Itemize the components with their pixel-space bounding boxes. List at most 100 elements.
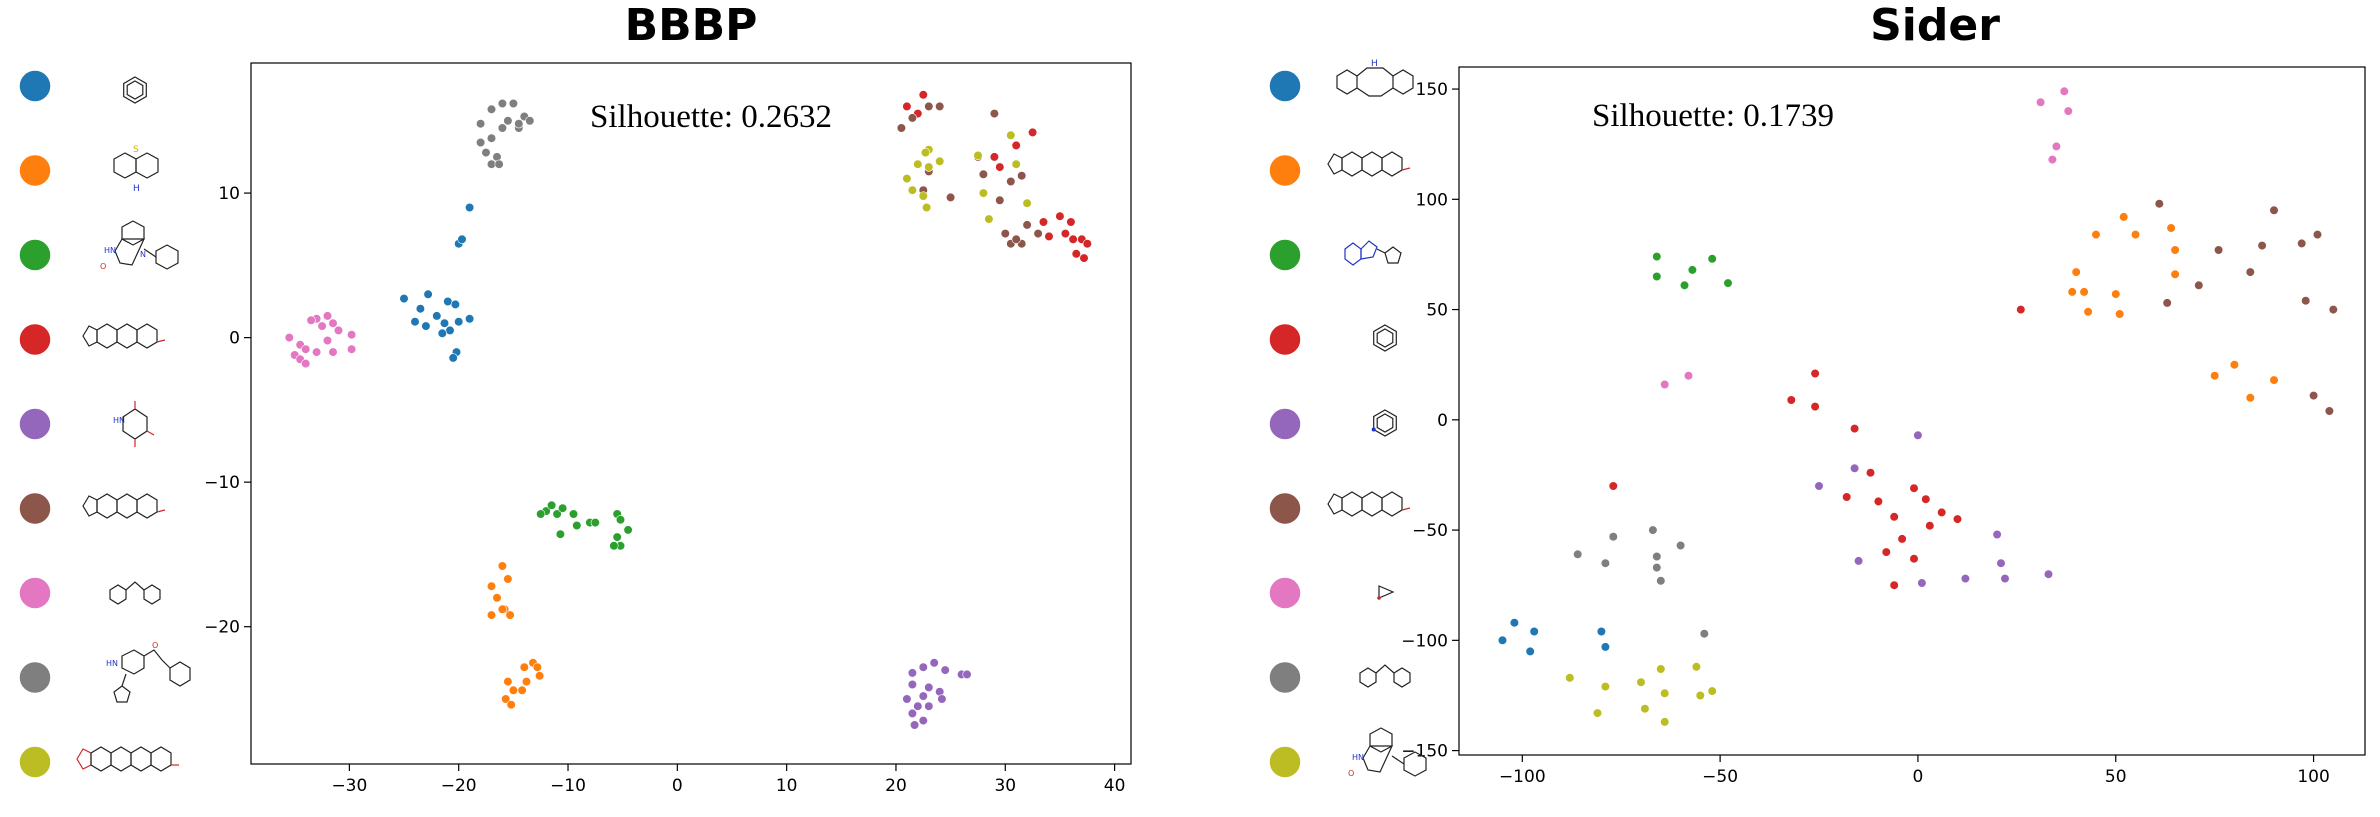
- y-tick-label: 50: [1426, 301, 1448, 321]
- x-tick-label: 100: [2297, 767, 2329, 787]
- scatter-point-bbbp-series-3: [1027, 127, 1038, 137]
- scatter-point-sider-series-4: [2000, 573, 2010, 584]
- scatter-point-bbbp-series-2: [612, 532, 622, 542]
- scatter-point-bbbp-series-5: [989, 108, 1000, 119]
- molecule-benzene-image: [123, 76, 147, 104]
- scatter-point-bbbp-series-8: [973, 150, 983, 161]
- scatter-point-bbbp-series-1: [505, 610, 515, 620]
- x-tick-label: 20: [885, 776, 907, 796]
- scatter-point-bbbp-series-7: [525, 116, 535, 126]
- scatter-point-sider-series-5: [2214, 245, 2224, 255]
- scatter-point-sider-series-3: [1842, 492, 1852, 502]
- scatter-point-bbbp-series-6: [322, 311, 333, 321]
- scatter-point-bbbp-series-4: [962, 669, 972, 680]
- scatter-point-sider-series-8: [1565, 673, 1575, 683]
- legend-marker-sider-6: [1268, 576, 1302, 610]
- scatter-point-bbbp-series-0: [415, 304, 426, 314]
- scatter-point-sider-series-6: [2051, 141, 2061, 151]
- plot-frame-bbbp: [250, 62, 1132, 765]
- scatter-point-bbbp-series-0: [454, 317, 464, 327]
- axis-ticks-bbbp: −30 −20 −10 0 10 20 30 40 −20 −10 0 10: [204, 184, 1125, 796]
- scatter-point-sider-series-0: [1529, 626, 1539, 637]
- svg-text:N: N: [140, 250, 146, 259]
- molecule-diphenylmethane-image-sider: [1359, 664, 1411, 688]
- scatter-point-bbbp-series-8: [902, 174, 912, 184]
- legend-marker-sider-5: [1268, 491, 1302, 526]
- molecule-benzodiazepinone-image-sider: HN O: [1348, 727, 1427, 778]
- scatter-point-bbbp-series-0: [432, 311, 442, 321]
- scatter-point-bbbp-series-5: [935, 101, 945, 111]
- legend-bbbp: [18, 69, 52, 779]
- scatter-point-sider-series-1: [2071, 267, 2081, 277]
- x-tick-label: 10: [776, 776, 798, 796]
- scatter-point-sider-series-1: [2170, 245, 2180, 255]
- scatter-point-sider-series-3: [1849, 424, 1860, 434]
- y-tick-label: −10: [204, 473, 240, 493]
- x-tick-label: −20: [441, 776, 477, 796]
- scatter-point-bbbp-series-2: [590, 517, 600, 528]
- scatter-point-sider-series-3: [1925, 521, 1935, 531]
- scatter-point-sider-series-5: [2162, 298, 2172, 308]
- scatter-point-bbbp-series-6: [306, 315, 316, 325]
- scatter-point-sider-series-5: [2154, 199, 2164, 209]
- scatter-point-sider-series-8: [1592, 708, 1603, 718]
- scatter-point-bbbp-series-3: [989, 152, 1000, 162]
- legend-sider: [1268, 69, 1302, 779]
- scatter-point-sider-series-7: [1656, 576, 1666, 586]
- scatter-point-bbbp-series-2: [555, 529, 566, 539]
- scatter-point-bbbp-series-7: [514, 119, 524, 129]
- chart-title-bbbp: BBBP: [625, 0, 758, 51]
- scatter-point-bbbp-series-0: [410, 317, 420, 327]
- scatter-point-bbbp-series-7: [486, 104, 497, 114]
- scatter-point-bbbp-series-7: [476, 119, 486, 129]
- svg-text:HN: HN: [104, 246, 116, 255]
- scatter-point-bbbp-series-7: [497, 123, 508, 133]
- scatter-point-bbbp-series-1: [497, 561, 508, 571]
- scatter-point-bbbp-series-8: [935, 156, 945, 166]
- scatter-point-sider-series-2: [1652, 271, 1662, 282]
- scatter-point-bbbp-series-5: [995, 195, 1005, 205]
- scatter-point-bbbp-series-0: [448, 353, 458, 363]
- scatter-point-bbbp-series-4: [918, 691, 928, 701]
- scatter-point-bbbp-series-2: [536, 509, 546, 519]
- legend-marker-bbbp-3: [18, 322, 52, 357]
- scatter-point-sider-series-3: [1786, 395, 1796, 405]
- svg-text:H: H: [133, 184, 140, 194]
- scatter-point-sider-series-4: [1917, 578, 1927, 588]
- scatter-point-bbbp-series-2: [623, 525, 633, 535]
- scatter-point-bbbp-series-1: [497, 604, 508, 614]
- scatter-point-bbbp-series-2: [568, 509, 579, 519]
- scatter-point-sider-series-8: [1660, 688, 1670, 698]
- scatter-point-bbbp-series-4: [929, 658, 939, 668]
- scatter-point-bbbp-series-0: [445, 325, 455, 336]
- legend-marker-bbbp-8: [18, 745, 52, 779]
- scatter-point-bbbp-series-6: [347, 330, 357, 340]
- scatter-point-sider-series-8: [1660, 717, 1670, 727]
- scatter-point-bbbp-series-5: [896, 123, 907, 133]
- scatter-point-sider-series-3: [1810, 368, 1820, 379]
- scatter-point-bbbp-series-3: [1044, 231, 1054, 241]
- scatter-point-sider-series-2: [1723, 278, 1733, 288]
- scatter-point-sider-series-7: [1675, 540, 1686, 551]
- scatter-point-sider-series-1: [2170, 269, 2180, 279]
- scatter-point-sider-series-0: [1509, 618, 1519, 628]
- scatter-point-sider-series-0: [1600, 642, 1610, 652]
- scatter-point-bbbp-series-2: [572, 520, 582, 531]
- scatter-point-bbbp-series-8: [1022, 198, 1032, 208]
- scatter-point-bbbp-series-4: [940, 665, 950, 675]
- scatter-point-sider-series-1: [2210, 371, 2220, 381]
- scatter-point-bbbp-series-2: [609, 541, 619, 551]
- scatter-point-bbbp-series-6: [328, 318, 338, 328]
- scatter-point-bbbp-series-4: [918, 715, 928, 726]
- scatter-point-sider-series-5: [2297, 238, 2307, 248]
- axis-ticks-sider: −100 −50 0 50 100 −150 −100 −50 0 50 100 150: [1401, 80, 2329, 787]
- scatter-point-sider-series-5: [2328, 305, 2338, 315]
- svg-text:HN: HN: [1352, 753, 1364, 762]
- scatter-point-sider-series-1: [2229, 360, 2239, 370]
- x-tick-label: 50: [2105, 767, 2127, 787]
- scatter-point-sider-series-8: [1707, 686, 1717, 696]
- scatter-point-sider-series-8: [1691, 662, 1701, 672]
- scatter-point-bbbp-series-6: [317, 321, 327, 331]
- scatter-point-sider-series-6: [2035, 97, 2046, 107]
